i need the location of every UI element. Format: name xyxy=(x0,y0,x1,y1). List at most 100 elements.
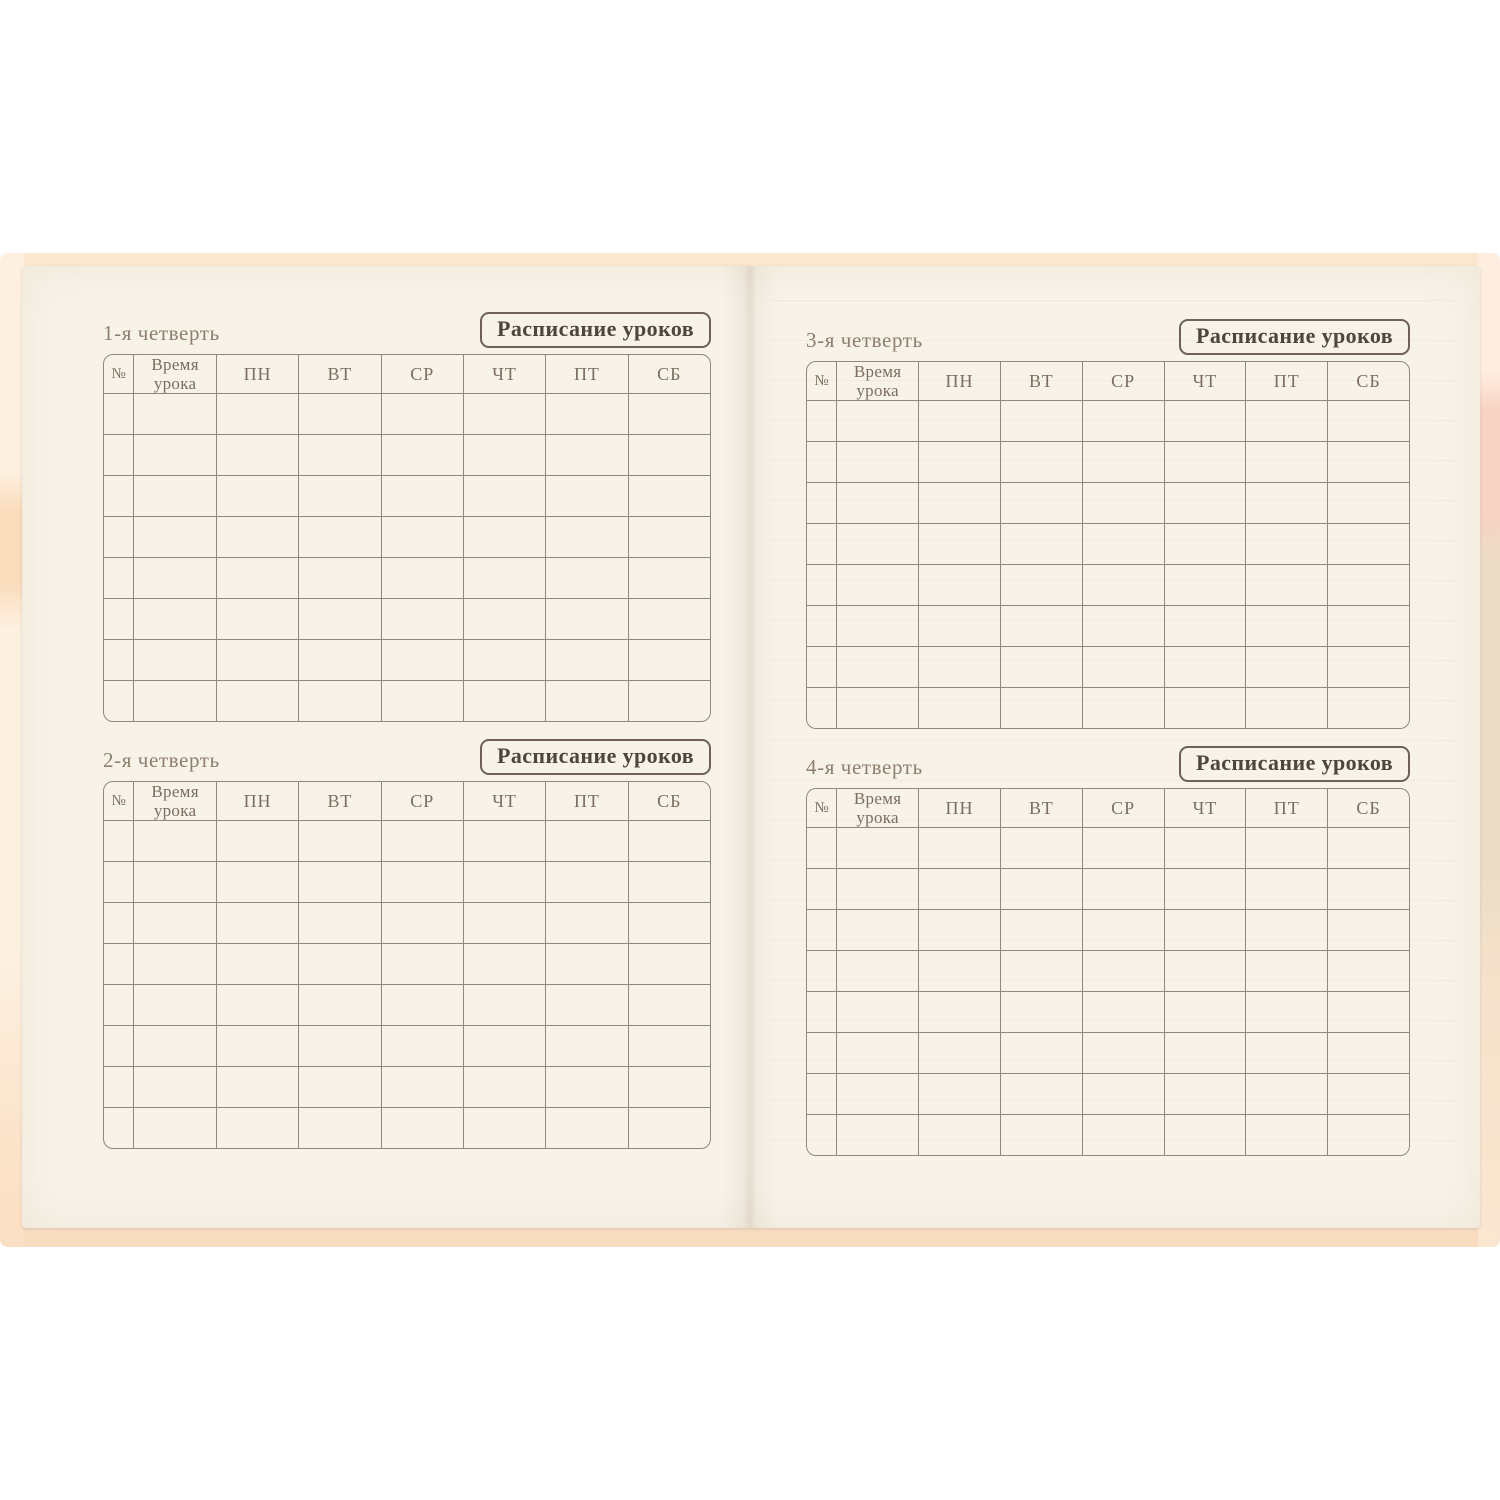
schedule-cell xyxy=(627,1107,710,1149)
schedule-cell xyxy=(545,393,629,436)
schedule-cell xyxy=(1163,564,1247,607)
schedule-cell xyxy=(1327,687,1409,729)
col-header-time: Время урока xyxy=(836,362,920,402)
schedule-cell xyxy=(462,902,547,945)
schedule-cell xyxy=(380,1066,464,1109)
schedule-cell xyxy=(380,680,464,722)
quarter-label-q1: 1-я четверть xyxy=(103,321,220,345)
schedule-cell xyxy=(999,991,1083,1034)
schedule-cell xyxy=(133,557,217,600)
schedule-cell xyxy=(1245,523,1329,566)
schedule-cell xyxy=(627,639,710,682)
schedule-cell xyxy=(918,482,1001,525)
col-header-mon: ПН xyxy=(215,782,300,822)
schedule-cell xyxy=(298,639,382,682)
schedule-cell xyxy=(836,991,920,1034)
schedule-cell xyxy=(807,523,838,566)
col-header-sat: СБ xyxy=(1327,362,1409,402)
schedule-cell xyxy=(462,516,547,559)
schedule-row xyxy=(807,605,1409,648)
schedule-cell xyxy=(1245,646,1329,689)
schedule-cell xyxy=(545,516,629,559)
schedule-cell xyxy=(104,984,135,1027)
schedule-cell xyxy=(999,441,1083,484)
schedule-cell xyxy=(133,820,217,863)
schedule-cell xyxy=(104,393,135,436)
schedule-cell xyxy=(380,902,464,945)
schedule-cell xyxy=(918,991,1001,1034)
schedule-cell xyxy=(104,1107,135,1149)
schedule-cell xyxy=(836,827,920,870)
schedule-row xyxy=(104,393,710,436)
schedule-cell xyxy=(215,434,300,477)
schedule-cell xyxy=(380,1025,464,1068)
schedule-cell xyxy=(1245,909,1329,952)
schedule-cell xyxy=(462,639,547,682)
col-header-mon: ПН xyxy=(215,355,300,395)
col-header-tue: ВТ xyxy=(298,355,382,395)
schedule-cell xyxy=(918,523,1001,566)
schedule-cell xyxy=(999,909,1083,952)
schedule-cell xyxy=(133,516,217,559)
header-row: № Время урока ПН ВТ СР ЧТ ПТ СБ xyxy=(104,782,710,822)
schedule-cell xyxy=(1081,1073,1165,1116)
schedule-cell xyxy=(1245,441,1329,484)
schedule-cell xyxy=(918,441,1001,484)
schedule-cell xyxy=(918,950,1001,993)
col-header-tue: ВТ xyxy=(999,362,1083,402)
schedule-cell xyxy=(462,598,547,641)
schedule-cell xyxy=(462,475,547,518)
schedule-row xyxy=(104,639,710,682)
schedule-cell xyxy=(380,943,464,986)
schedule-cell xyxy=(1163,400,1247,443)
schedule-cell xyxy=(627,902,710,945)
schedule-cell xyxy=(133,943,217,986)
schedule-cell xyxy=(1081,400,1165,443)
cover-right-edge xyxy=(1478,253,1500,1247)
schedule-cell xyxy=(1327,646,1409,689)
schedule-cell xyxy=(1245,1073,1329,1116)
schedule-cell xyxy=(298,820,382,863)
schedule-cell xyxy=(380,393,464,436)
schedule-row xyxy=(807,950,1409,993)
col-header-mon: ПН xyxy=(918,362,1001,402)
schedule-cell xyxy=(836,441,920,484)
schedule-cell xyxy=(836,1114,920,1156)
schedule-cell xyxy=(104,639,135,682)
schedule-row xyxy=(807,827,1409,870)
schedule-cell xyxy=(999,523,1083,566)
schedule-cell xyxy=(298,1066,382,1109)
schedule-cell xyxy=(1245,687,1329,729)
schedule-cell xyxy=(807,441,838,484)
col-header-time: Время урока xyxy=(133,782,217,822)
schedule-cell xyxy=(462,1025,547,1068)
schedule-cell xyxy=(1081,687,1165,729)
schedule-cell xyxy=(999,605,1083,648)
col-header-fri: ПТ xyxy=(1245,362,1329,402)
col-header-sat: СБ xyxy=(1327,789,1409,829)
schedule-cell xyxy=(545,1107,629,1149)
schedule-title-badge-q3: Расписание уроков xyxy=(1179,319,1410,355)
schedule-cell xyxy=(1327,400,1409,443)
schedule-cell xyxy=(104,1066,135,1109)
schedule-title-badge-q2: Расписание уроков xyxy=(480,739,711,775)
schedule-cell xyxy=(298,943,382,986)
schedule-row xyxy=(807,646,1409,689)
schedule-cell xyxy=(918,1032,1001,1075)
schedule-cell xyxy=(1163,605,1247,648)
schedule-cell xyxy=(104,516,135,559)
schedule-cell xyxy=(918,687,1001,729)
schedule-cell xyxy=(627,820,710,863)
schedule-cell xyxy=(1081,827,1165,870)
schedule-section-q2: 2-я четверть Расписание уроков № Время у… xyxy=(103,737,711,1150)
schedule-cell xyxy=(462,557,547,600)
schedule-cell xyxy=(1327,1032,1409,1075)
schedule-cell xyxy=(836,950,920,993)
schedule-cell xyxy=(215,820,300,863)
schedule-cell xyxy=(1327,1073,1409,1116)
schedule-cell xyxy=(215,475,300,518)
schedule-cell xyxy=(836,1032,920,1075)
schedule-cell xyxy=(298,598,382,641)
schedule-cell xyxy=(215,516,300,559)
schedule-cell xyxy=(462,820,547,863)
